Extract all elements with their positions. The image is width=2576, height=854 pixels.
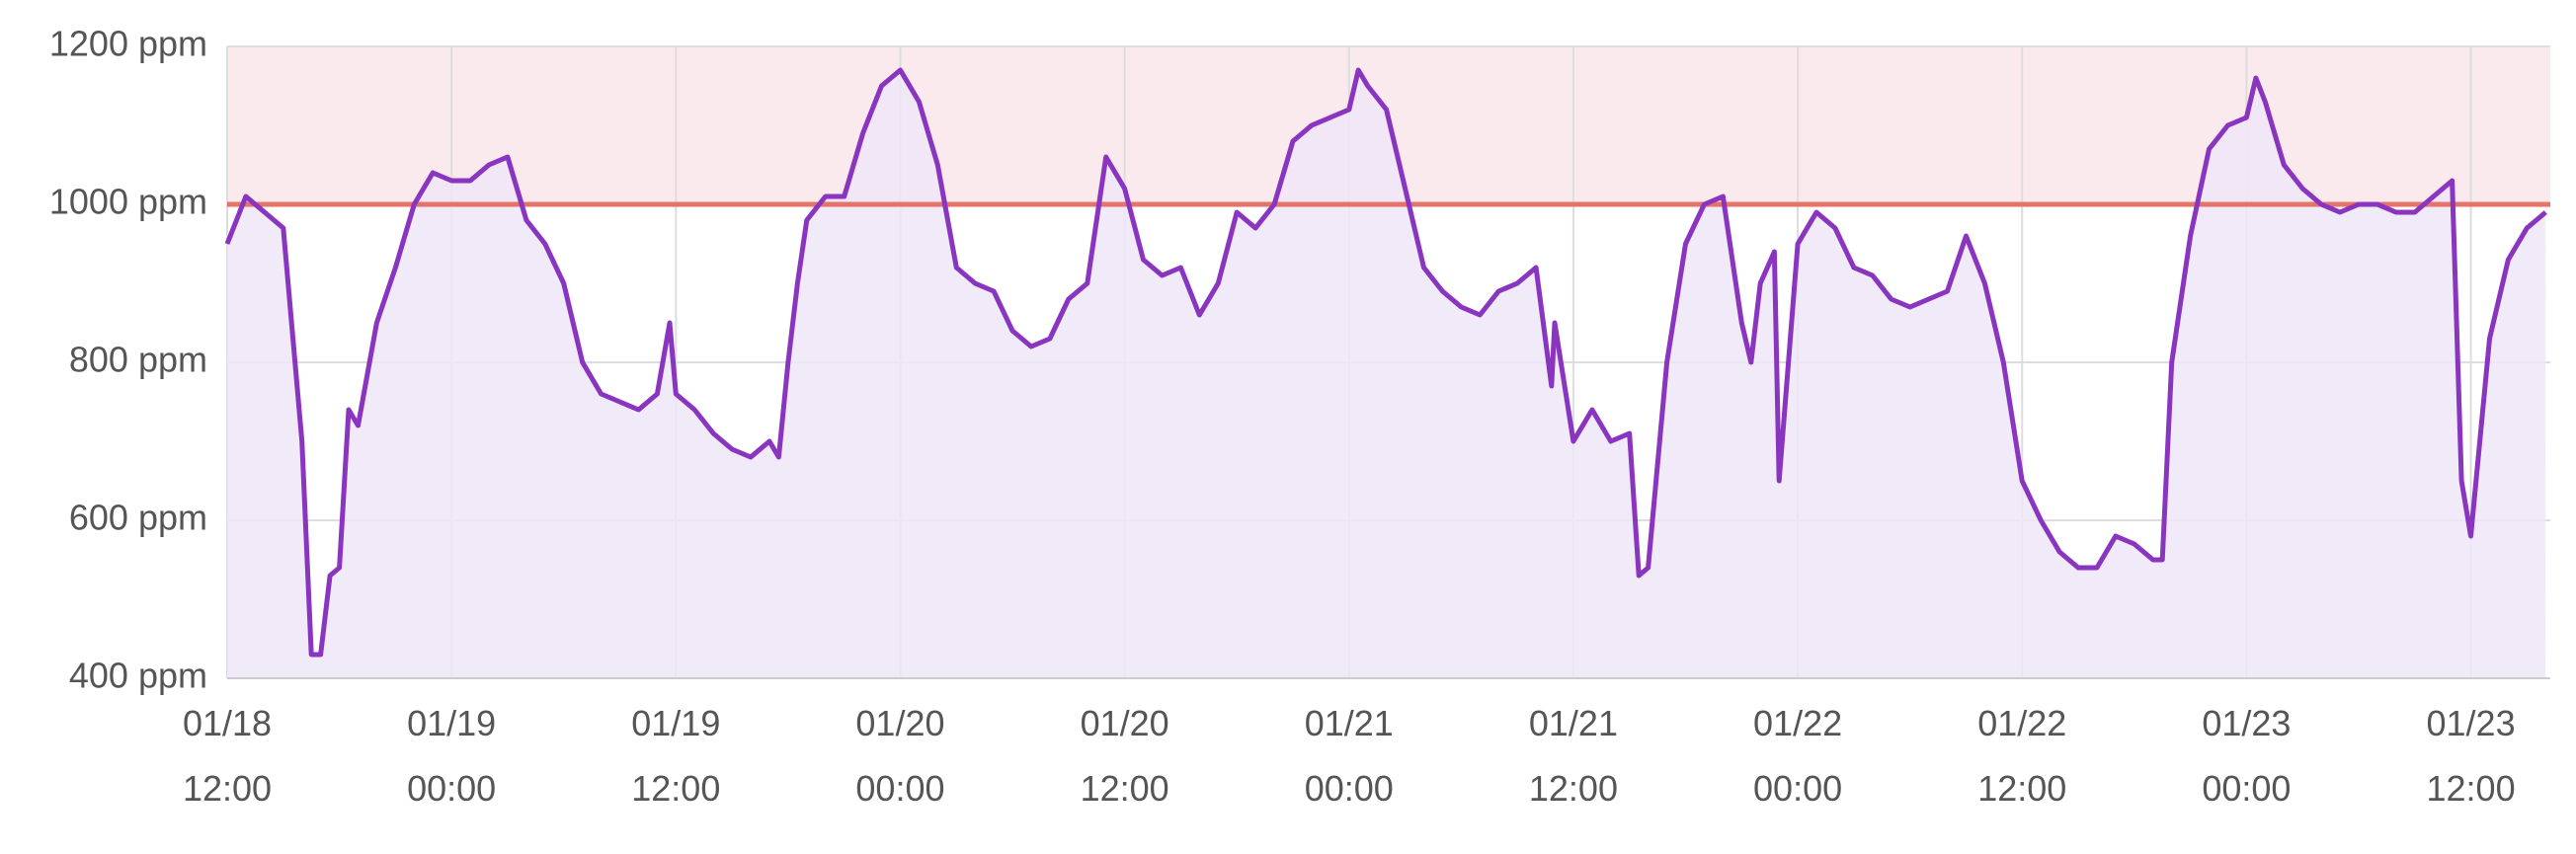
y-tick-label: 800 ppm xyxy=(69,340,207,380)
y-tick-label: 1200 ppm xyxy=(49,24,207,64)
x-tick-label: 01/22 12:00 xyxy=(1977,703,2066,809)
x-tick-label: 01/23 12:00 xyxy=(2427,703,2516,809)
x-tick-label: 01/22 00:00 xyxy=(1753,703,1842,809)
data-line xyxy=(224,67,2547,658)
x-tick-label: 01/19 12:00 xyxy=(631,703,720,809)
x-tick-label: 01/19 00:00 xyxy=(407,703,496,809)
x-tick-label: 01/21 12:00 xyxy=(1529,703,1618,809)
y-tick-label: 600 ppm xyxy=(69,498,207,538)
y-tick-label: 1000 ppm xyxy=(49,182,207,222)
x-tick-label: 01/23 00:00 xyxy=(2202,703,2291,809)
x-tick-label: 01/20 12:00 xyxy=(1081,703,1169,809)
x-tick-label: 01/21 00:00 xyxy=(1305,703,1394,809)
x-tick-label: 01/18 12:00 xyxy=(183,703,272,809)
y-tick-label: 400 ppm xyxy=(69,656,207,696)
x-tick-label: 01/20 00:00 xyxy=(855,703,944,809)
